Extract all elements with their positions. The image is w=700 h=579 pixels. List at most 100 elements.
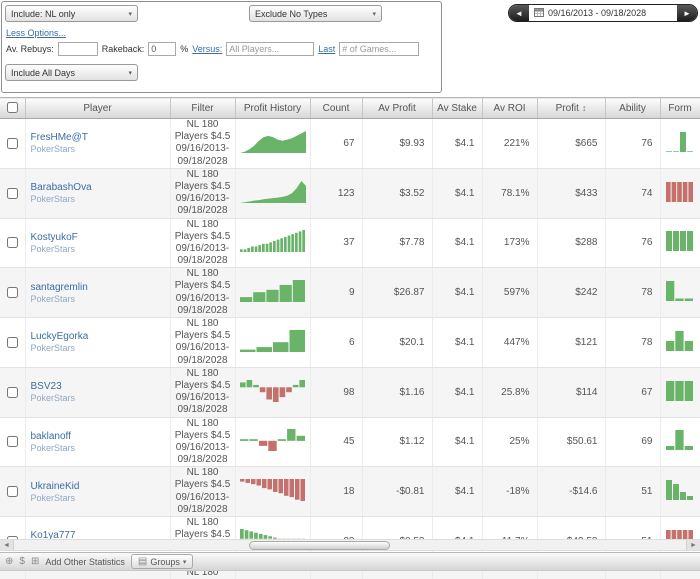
player-link[interactable]: LuckyEgorka: [30, 331, 89, 343]
header-count[interactable]: Count: [310, 97, 363, 119]
player-cell: BSV23 PokerStars: [25, 367, 171, 418]
include-days-dropdown[interactable]: Include All Days ▾: [5, 64, 138, 81]
player-link[interactable]: BSV23: [30, 381, 62, 393]
globe-icon[interactable]: ⊕: [5, 555, 14, 567]
count-cell: 67: [310, 118, 363, 169]
row-checkbox[interactable]: [6, 336, 18, 348]
header-profit-history[interactable]: Profit History: [235, 97, 311, 119]
header-form[interactable]: Form: [660, 97, 700, 119]
less-options-link[interactable]: Less Options...: [6, 28, 67, 38]
games-count-input[interactable]: [339, 42, 420, 56]
player-link[interactable]: KostyukoF: [30, 231, 78, 243]
form-cell: [660, 267, 700, 318]
av-roi-cell: 221%: [482, 118, 538, 169]
header-ability[interactable]: Ability: [605, 97, 661, 119]
rakeback-input[interactable]: [148, 42, 177, 56]
ability-cell: 51: [605, 466, 661, 517]
date-prev-button[interactable]: ◄: [509, 5, 529, 21]
count-cell: 9: [310, 267, 363, 318]
form-sparkline: [666, 430, 694, 453]
av-rebuys-input[interactable]: [57, 42, 98, 56]
versus-link[interactable]: Versus:: [192, 44, 223, 54]
row-checkbox[interactable]: [6, 187, 18, 199]
select-all-cell: [0, 97, 26, 119]
player-link[interactable]: BarabashOva: [30, 182, 92, 194]
date-range-display[interactable]: 09/16/2013 - 09/18/2028: [529, 5, 677, 21]
select-all-checkbox[interactable]: [6, 102, 18, 114]
player-link[interactable]: baklanoff: [30, 430, 71, 442]
last-games-link[interactable]: Last: [318, 44, 336, 54]
av-profit-cell: -$0.81: [362, 466, 433, 517]
chevron-down-icon: ▾: [372, 10, 376, 18]
currency-icon[interactable]: $: [19, 555, 25, 567]
header-av-roi[interactable]: Av ROI: [482, 97, 538, 119]
profit-history-sparkline: [239, 329, 306, 355]
history-cell: [235, 118, 311, 169]
av-profit-cell: $1.16: [362, 367, 433, 418]
row-check-cell: [0, 367, 26, 418]
exclude-type-dropdown[interactable]: Exclude No Types ▾: [249, 5, 382, 22]
date-next-button[interactable]: ►: [677, 5, 697, 21]
scroll-left-button[interactable]: ◄: [0, 540, 14, 550]
history-cell: [235, 317, 311, 368]
player-site-label: PokerStars: [30, 194, 76, 205]
include-type-value: Include: NL only: [11, 8, 76, 19]
add-icon[interactable]: ⊞: [30, 555, 40, 567]
form-cell: [660, 317, 700, 368]
row-checkbox[interactable]: [6, 287, 18, 299]
player-link[interactable]: Ko1ya777: [30, 530, 76, 542]
row-check-cell: [0, 417, 26, 468]
footer-bar: ⊕ $ ⊞ Add Other Statistics ▤ Groups ▾: [0, 552, 700, 571]
player-link[interactable]: FresHMe@T: [30, 132, 88, 144]
header-player[interactable]: Player: [25, 97, 171, 119]
header-av-stake[interactable]: Av Stake: [432, 97, 483, 119]
row-checkbox[interactable]: [6, 137, 18, 149]
av-profit-cell: $26.87: [362, 267, 433, 318]
row-check-cell: [0, 218, 26, 269]
chevron-down-icon: ▾: [128, 10, 132, 18]
form-sparkline: [666, 231, 694, 254]
form-sparkline: [666, 281, 694, 304]
player-cell: KostyukoF PokerStars: [25, 218, 171, 269]
scrollbar-thumb[interactable]: [249, 541, 391, 550]
row-checkbox[interactable]: [6, 386, 18, 398]
table-header-row: Player Filter Profit History Count Av Pr…: [0, 97, 700, 119]
groups-button[interactable]: ▤ Groups ▾: [130, 554, 194, 569]
header-av-profit[interactable]: Av Profit: [362, 97, 433, 119]
date-range-control: ◄ 09/16/2013 - 09/18/2028 ►: [508, 4, 698, 22]
form-sparkline: [666, 131, 694, 155]
av-stake-cell: $4.1: [432, 168, 483, 219]
player-link[interactable]: UkraineKid: [30, 480, 80, 492]
profit-history-sparkline: [239, 429, 306, 454]
row-checkbox[interactable]: [6, 237, 18, 249]
versus-input[interactable]: [226, 42, 315, 56]
header-profit[interactable]: Profit ↕: [537, 97, 606, 119]
av-roi-cell: 597%: [482, 267, 538, 318]
filter-cell: NL 180 Players $4.5 09/16/2013- 09/18/20…: [170, 118, 236, 169]
av-profit-cell: $1.12: [362, 417, 433, 468]
ability-cell: 76: [605, 118, 661, 169]
history-cell: [235, 466, 311, 517]
exclude-type-value: Exclude No Types: [255, 8, 328, 19]
count-cell: 45: [310, 417, 363, 468]
date-range-text: 09/16/2013 - 09/18/2028: [548, 8, 647, 18]
scroll-right-button[interactable]: ►: [686, 540, 700, 550]
player-link[interactable]: santagremlin: [30, 281, 88, 293]
form-cell: [660, 168, 700, 219]
player-cell: UkraineKid PokerStars: [25, 466, 171, 517]
form-cell: [660, 367, 700, 418]
include-type-dropdown[interactable]: Include: NL only ▾: [5, 5, 138, 22]
ability-cell: 78: [605, 317, 661, 368]
chevron-down-icon: ▾: [182, 558, 187, 566]
row-checkbox[interactable]: [6, 436, 18, 448]
table-row: LuckyEgorka PokerStars NL 180 Players $4…: [0, 317, 700, 368]
form-cell: [660, 466, 700, 517]
scrollbar-track[interactable]: [14, 540, 686, 550]
row-checkbox[interactable]: [6, 486, 18, 498]
filter-cell: NL 180 Players $4.5 09/16/2013- 09/18/20…: [170, 466, 236, 517]
header-filter[interactable]: Filter: [170, 97, 236, 119]
profit-cell: $665: [537, 118, 606, 169]
form-cell: [660, 118, 700, 169]
profit-cell: $433: [537, 168, 606, 219]
add-statistics-button[interactable]: Add Other Statistics: [45, 556, 125, 567]
